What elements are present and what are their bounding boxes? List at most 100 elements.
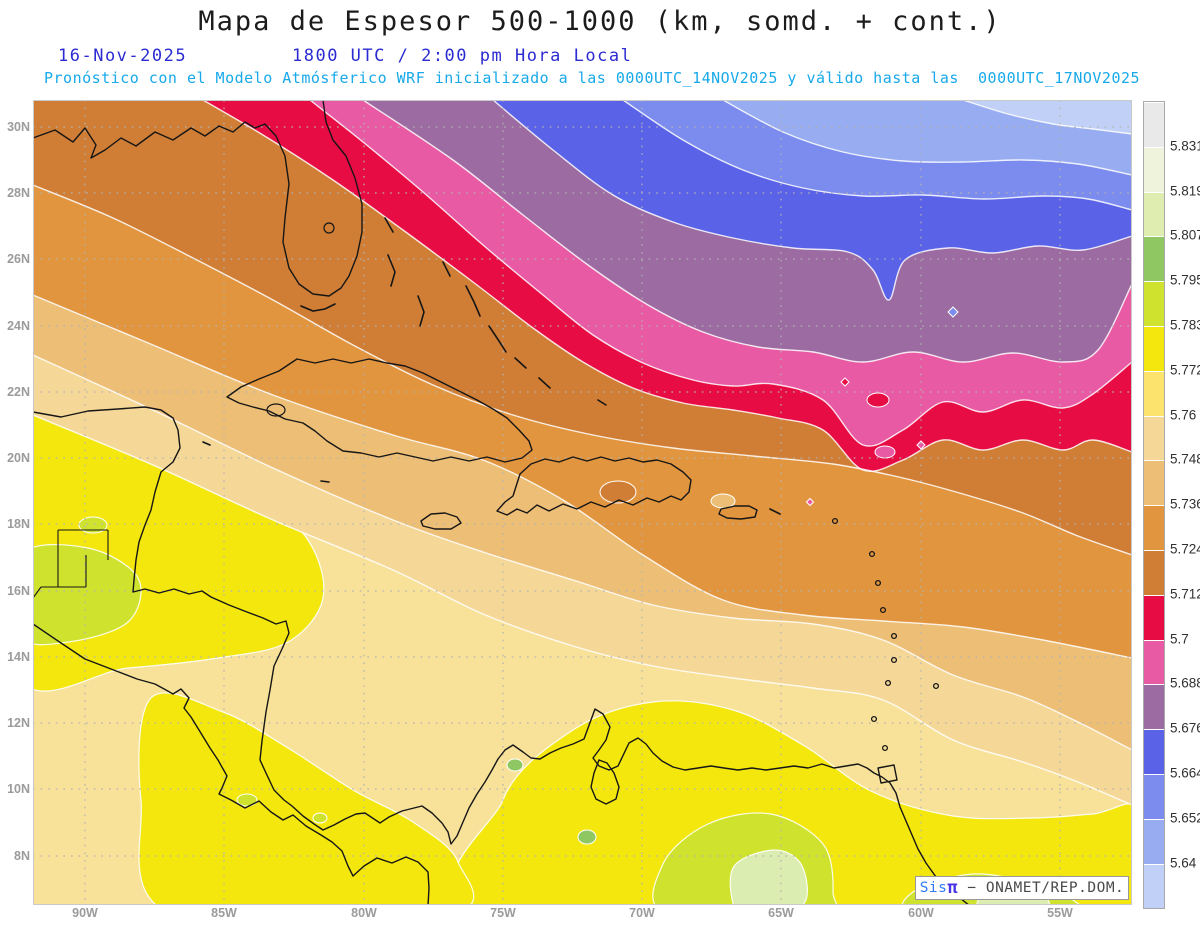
map-frame	[33, 100, 1132, 905]
small-island	[202, 441, 211, 446]
antilles-island-dot	[874, 579, 882, 587]
antilles-island-dot	[870, 715, 878, 723]
contour-light-blue	[722, 100, 1132, 176]
lat-tick-label: 22N	[7, 385, 30, 399]
watermark-text: − ONAMET/REP.DOM.	[958, 880, 1125, 896]
antilles-island-dot	[890, 632, 898, 640]
patch-chartreuse-west	[33, 543, 142, 646]
band-lightest-blue	[963, 100, 1132, 134]
colorbar-level-label: 5.772	[1170, 362, 1200, 378]
colorbar-segment	[1144, 684, 1164, 730]
page-title: Mapa de Espesor 500-1000 (km, somd. + co…	[198, 6, 1002, 37]
small-island	[514, 357, 527, 369]
political-border	[33, 586, 42, 599]
colorbar-segment	[1144, 102, 1164, 147]
lat-tick-label: 30N	[7, 120, 30, 134]
lat-tick-label: 10N	[7, 782, 30, 796]
antilles-island-dot	[881, 744, 889, 752]
spot-chartreuse-dot-nicaragua	[236, 793, 258, 807]
colorbar-segment	[1144, 325, 1164, 371]
small-island	[300, 303, 336, 312]
colorbar-level-label: 5.64	[1170, 855, 1197, 871]
island-coastline	[718, 505, 758, 520]
colorbar-segment	[1144, 863, 1164, 909]
lon-tick-label: 90W	[72, 906, 98, 920]
valid-time: 1800 UTC / 2:00 pm Hora Local	[292, 46, 633, 66]
patch-yellow-southeast-venezuela	[452, 700, 1132, 905]
spot-pink-diamond-1	[916, 440, 926, 450]
colorbar-segment	[1144, 549, 1164, 595]
colorbar-level-label: 5.831	[1170, 138, 1200, 154]
colorbar-level-label: 5.783	[1170, 317, 1200, 333]
antilles-island-dot	[932, 682, 940, 690]
small-island	[320, 480, 330, 483]
lat-tick-label: 14N	[7, 650, 30, 664]
lat-tick-label: 26N	[7, 252, 30, 266]
lon-tick-label: 65W	[768, 906, 794, 920]
antilles-island-dot	[890, 656, 898, 664]
colorbar-level-label: 5.76	[1170, 407, 1197, 423]
contour-cream	[33, 414, 1132, 806]
spots-layer	[78, 222, 959, 845]
spot-blue-diamond-pocket	[947, 306, 959, 318]
colorbar-segment	[1144, 191, 1164, 237]
colorbar-level-label: 5.652	[1170, 810, 1200, 826]
map-canvas: Sis π − ONAMET/REP.DOM.	[33, 100, 1132, 905]
colorbar	[1143, 101, 1165, 910]
lon-tick-label: 70W	[629, 906, 655, 920]
small-island	[384, 217, 394, 233]
colorbar-level-label: 5.748	[1170, 451, 1200, 467]
colorbar-segment	[1144, 594, 1164, 640]
spot-red-diamond-in-pink	[840, 377, 850, 387]
colorbar-segment	[1144, 415, 1164, 461]
lat-tick-label: 18N	[7, 517, 30, 531]
spot-tan-pocket-west-of-pr	[710, 493, 736, 509]
island-coastline	[590, 759, 620, 805]
run-date: 16-Nov-2025	[58, 46, 188, 66]
colorbar-level-label: 5.712	[1170, 586, 1200, 602]
coastlines-layer	[33, 100, 970, 905]
small-island	[387, 254, 396, 287]
island-coastline	[226, 358, 533, 463]
small-island	[488, 325, 507, 353]
forecast-note: Pronóstico con el Modelo Atmósferico WRF…	[44, 69, 1141, 87]
spot-green-dot-venezuela	[577, 829, 597, 845]
island-coastline	[877, 764, 898, 784]
lon-tick-label: 75W	[490, 906, 516, 920]
contour-lightest-blue	[962, 100, 1132, 135]
spot-lake-okeechobee	[323, 222, 335, 234]
spot-pink-pocket-in-red	[874, 445, 896, 459]
contour-red	[202, 100, 1132, 472]
colorbar-segment	[1144, 146, 1164, 192]
colorbar-level-label: 5.676	[1170, 720, 1200, 736]
colorbar-level-label: 5.7	[1170, 631, 1189, 647]
lat-tick-label: 8N	[14, 849, 30, 863]
contour-medium-blue	[622, 100, 1132, 211]
coastline	[33, 100, 363, 297]
colorbar-level-label: 5.795	[1170, 272, 1200, 288]
island-coastline	[420, 512, 462, 530]
thickness-contour-map	[33, 100, 1132, 905]
lat-tick-label: 20N	[7, 451, 30, 465]
small-island	[538, 377, 551, 389]
colorbar-segment	[1144, 505, 1164, 550]
antilles-island-dot	[831, 517, 839, 525]
small-island	[769, 508, 781, 515]
coastline	[33, 406, 970, 905]
contour-orange	[33, 294, 1132, 659]
colorbar-segment	[1144, 236, 1164, 282]
antilles-island-dot	[884, 679, 892, 687]
colorbar-level-label: 5.819	[1170, 183, 1200, 199]
lon-tick-label: 80W	[351, 906, 377, 920]
colorbar-segment	[1144, 773, 1164, 819]
colorbar-segment	[1144, 639, 1164, 685]
lat-tick-label: 28N	[7, 186, 30, 200]
small-island	[417, 295, 425, 327]
colorbar-level-label: 5.688	[1170, 675, 1200, 691]
spot-dark-orange-pocket-hispaniola	[599, 480, 637, 504]
patch-pale-green-southeast	[729, 849, 808, 905]
lat-tick-label: 12N	[7, 716, 30, 730]
contour-pink	[309, 100, 1132, 447]
colorbar-level-label: 5.807	[1170, 227, 1200, 243]
